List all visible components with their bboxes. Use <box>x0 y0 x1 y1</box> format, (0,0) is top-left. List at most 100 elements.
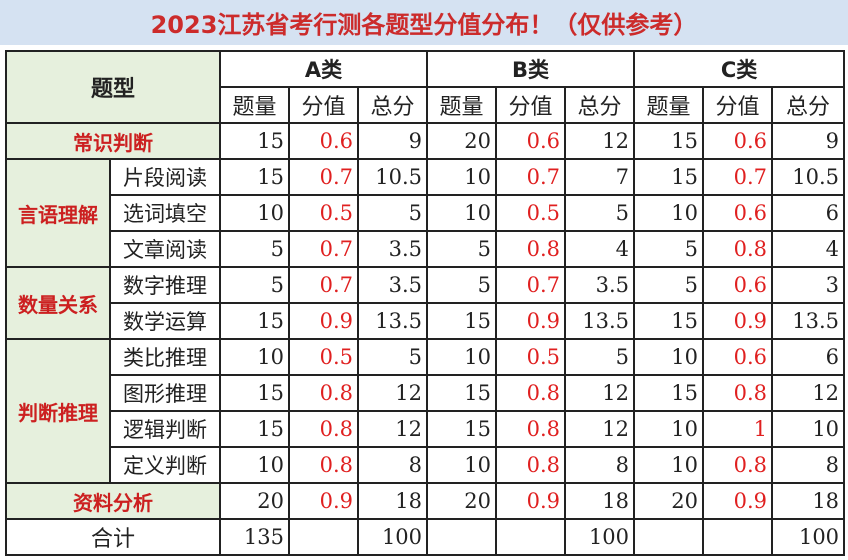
header-row-1: 题型 A类 B类 C类 <box>4 50 846 124</box>
cell: 4 <box>771 230 846 268</box>
page-title: 2023江苏省考行测各题型分值分布！（仅供参考） <box>0 0 848 45</box>
cell: 100 <box>357 518 429 556</box>
cell: 18 <box>564 482 636 520</box>
cell: 7 <box>564 158 636 196</box>
cell: 12 <box>357 374 429 412</box>
cell <box>288 518 360 556</box>
total-label: 合计 <box>4 518 222 556</box>
cell: 8 <box>357 446 429 484</box>
total-row: 合计 135 100 100 100 <box>4 518 846 556</box>
cell: 5 <box>633 230 705 268</box>
cell: 4 <box>564 230 636 268</box>
cell: 0.9 <box>288 302 360 340</box>
class-b-header: B类 <box>426 50 636 88</box>
cell <box>702 518 774 556</box>
cell: 20 <box>219 482 291 520</box>
table-row: 言语理解 片段阅读 15 0.7 10.5 10 0.7 7 15 0.7 10… <box>5 158 846 268</box>
cell <box>426 518 498 556</box>
cell: 0.5 <box>288 194 360 232</box>
subcategory-cell: 选词填空 <box>108 194 222 232</box>
cell: 3.5 <box>357 266 429 304</box>
cell: 12 <box>357 410 429 448</box>
cell: 10.5 <box>357 158 429 196</box>
table-row: 逻辑判断 15 0.8 12 15 0.8 12 10 1 10 <box>6 410 846 448</box>
cell: 135 <box>219 518 291 556</box>
cell: 100 <box>564 518 636 556</box>
subcategory-cell: 图形推理 <box>108 374 222 412</box>
cell: 15 <box>219 158 291 196</box>
class-c-header: C类 <box>633 50 846 88</box>
cell: 10 <box>219 446 291 484</box>
cell: 6 <box>771 194 846 232</box>
table-row: 判断推理 类比推理 10 0.5 5 10 0.5 5 10 0.6 6 <box>5 338 846 484</box>
cell: 15 <box>426 374 498 412</box>
col-value: 分值 <box>288 86 360 124</box>
cell: 10 <box>426 158 498 196</box>
cell: 10 <box>633 338 705 376</box>
cell: 3.5 <box>564 266 636 304</box>
cell: 15 <box>633 158 705 196</box>
col-count: 题量 <box>633 86 705 124</box>
category-cell: 数量关系 <box>5 266 111 340</box>
cell: 0.8 <box>288 446 360 484</box>
cell: 0.6 <box>702 266 774 304</box>
cell: 0.8 <box>495 374 567 412</box>
cell: 5 <box>219 266 291 304</box>
subcategory-cell: 片段阅读 <box>108 158 222 196</box>
cell: 0.7 <box>702 158 774 196</box>
cell: 0.9 <box>288 482 360 520</box>
cell <box>633 518 705 556</box>
cell: 10 <box>426 446 498 484</box>
cell: 0.8 <box>702 446 774 484</box>
table-row: 资料分析 20 0.9 18 20 0.9 18 20 0.9 18 <box>4 482 846 520</box>
cell: 20 <box>426 122 498 160</box>
cell: 8 <box>564 446 636 484</box>
cell: 9 <box>771 122 846 160</box>
subcategory-cell: 逻辑判断 <box>108 410 222 448</box>
col-total: 总分 <box>771 86 846 124</box>
table-row: 图形推理 15 0.8 12 15 0.8 12 15 0.8 12 <box>6 374 846 412</box>
table-row: 数学运算 15 0.9 13.5 15 0.9 13.5 15 0.9 13.5 <box>6 302 846 340</box>
category-cell: 资料分析 <box>4 482 222 520</box>
cell <box>495 518 567 556</box>
cell: 10.5 <box>771 158 846 196</box>
col-total: 总分 <box>357 86 429 124</box>
cell: 15 <box>219 122 291 160</box>
cell: 12 <box>564 122 636 160</box>
cell: 5 <box>219 230 291 268</box>
cell: 0.7 <box>288 230 360 268</box>
cell: 0.5 <box>288 338 360 376</box>
cell: 20 <box>633 482 705 520</box>
cell: 20 <box>426 482 498 520</box>
cell: 3 <box>771 266 846 304</box>
table-row: 选词填空 10 0.5 5 10 0.5 5 10 0.6 6 <box>6 194 846 232</box>
cell: 0.7 <box>495 266 567 304</box>
cell: 5 <box>564 338 636 376</box>
cell: 10 <box>219 194 291 232</box>
class-a-header: A类 <box>219 50 429 88</box>
cell: 0.7 <box>495 158 567 196</box>
cell: 13.5 <box>771 302 846 340</box>
cell: 5 <box>426 266 498 304</box>
category-cell: 常识判断 <box>4 122 222 160</box>
cell: 0.8 <box>495 230 567 268</box>
cell: 0.5 <box>495 338 567 376</box>
cell: 13.5 <box>564 302 636 340</box>
subcategory-cell: 数学运算 <box>108 302 222 340</box>
cell: 15 <box>426 302 498 340</box>
cell: 15 <box>633 302 705 340</box>
cell: 0.8 <box>495 446 567 484</box>
cell: 0.6 <box>702 122 774 160</box>
cell: 100 <box>771 518 846 556</box>
cell: 0.6 <box>495 122 567 160</box>
subcategory-cell: 数字推理 <box>108 266 222 304</box>
cell: 0.9 <box>702 482 774 520</box>
cell: 10 <box>633 194 705 232</box>
cell: 0.9 <box>495 482 567 520</box>
cell: 5 <box>564 194 636 232</box>
header-row-2: 题量 分值 总分 题量 分值 总分 题量 分值 总分 <box>6 86 846 124</box>
table-row: 定义判断 10 0.8 8 10 0.8 8 10 0.8 8 <box>6 446 846 484</box>
cell: 0.8 <box>495 410 567 448</box>
cell: 13.5 <box>357 302 429 340</box>
col-value: 分值 <box>702 86 774 124</box>
